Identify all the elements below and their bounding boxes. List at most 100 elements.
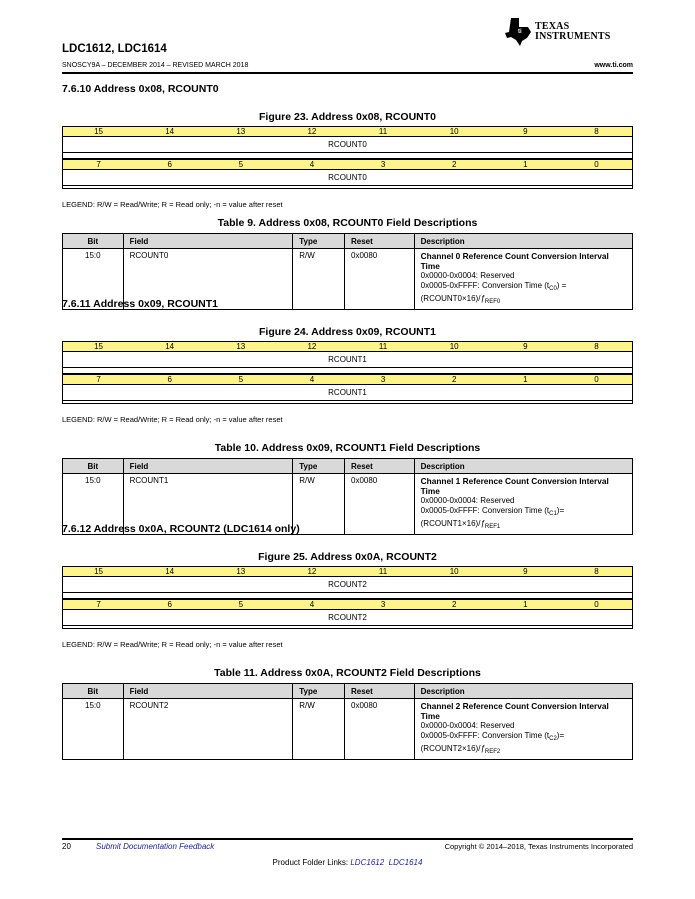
f-symbol: ƒ [480,294,485,303]
description-title: Channel 1 Reference Count Conversion Int… [420,476,609,496]
reset-cell: 0x0080 [344,698,415,760]
link-ldc1614[interactable]: LDC1614 [388,858,423,867]
f-subscript: REF0 [484,299,501,305]
bit-number: 12 [307,567,317,576]
links-label: Product Folder Links: [272,858,351,867]
column-header: Description [413,233,634,249]
description-conversion: 0x0005-0xFFFF: Conversion Time (tC0) = (… [421,281,626,307]
bit-number: 2 [451,160,457,169]
column-header: Reset [344,683,415,699]
conv-mid: ) = (RCOUNT0×16)/ [420,281,567,303]
bit-number: 9 [523,567,528,576]
table-header-row: Bit Field Type Reset Description [62,233,634,249]
ti-logo: ti Texas Instruments [505,16,635,50]
table-caption: Table 10. Address 0x09, RCOUNT1 Field De… [214,442,481,454]
register-field-name: RCOUNT0 [62,137,633,153]
description-reserved: 0x0000-0x0004: Reserved [420,271,515,280]
bit-number: 8 [594,567,599,576]
section-heading: 7.6.10 Address 0x08, RCOUNT0 [62,83,219,95]
bit-number: 10 [449,567,459,576]
figure-caption: Figure 24. Address 0x09, RCOUNT1 [258,326,436,338]
bit-number: 8 [594,127,599,136]
bit-number: 5 [238,600,244,609]
bit-number-row: 7 6 5 4 3 2 1 0 [62,599,633,610]
bit-number: 7 [96,160,101,169]
field-description-table: Bit Field Type Reset Description 15:0 RCOUNT1 R… [62,458,634,535]
texas-state-icon: ti [505,18,531,46]
column-header: Description [413,458,634,474]
row-separator [62,626,633,629]
t-subscript: C0 [549,286,557,292]
bit-number: 10 [449,342,459,351]
row-separator [62,401,633,404]
register-diagram: 15 14 13 12 11 10 9 8 RCOUNT0 7 6 5 4 3 2 1 0 RCOUNT0 [62,126,633,189]
bit-number: 13 [236,342,246,351]
column-header: Bit [62,458,124,474]
column-header: Type [292,233,345,249]
bit-number-row: 15 14 13 12 11 10 9 8 [62,566,633,577]
legend: LEGEND: R/W = Read/Write; R = Read only;… [62,415,283,424]
bit-number-row: 7 6 5 4 3 2 1 0 [62,159,633,170]
bit-number: 13 [236,567,246,576]
register-field-name: RCOUNT2 [62,610,633,626]
link-ldc1612[interactable]: LDC1612 [350,858,385,867]
bit-number: 4 [309,600,315,609]
column-header: Type [292,458,345,474]
bit-number: 15 [94,127,104,136]
bit-number: 1 [523,600,528,609]
bit-number: 14 [165,127,175,136]
register-field-name: RCOUNT2 [62,577,633,593]
conv-mid: )= (RCOUNT2×16)/ [420,731,565,753]
f-symbol: ƒ [480,519,485,528]
register-field-name: RCOUNT0 [62,170,633,186]
table-row: 15:0 RCOUNT1 R/W 0x0080 Channel 1 Reference … [62,473,634,535]
reset-cell: 0x0080 [344,248,415,310]
column-header: Field [122,233,294,249]
register-diagram: 15 14 13 12 11 10 9 8 RCOUNT1 7 6 5 4 3 2 1 0 RCOUNT1 [62,341,633,404]
column-header: Reset [344,458,415,474]
table-caption: Table 9. Address 0x08, RCOUNT0 Field Des… [217,217,478,229]
register-field-name: RCOUNT1 [62,352,633,368]
column-header: Field [122,683,294,699]
bit-number: 1 [523,375,528,384]
copyright: Copyright © 2014–2018, Texas Instruments… [444,842,633,851]
doc-title: LDC1612, LDC1614 [62,43,167,55]
description-conversion: 0x0005-0xFFFF: Conversion Time (tC2)= (R… [421,731,626,757]
bit-cell: 15:0 [62,248,124,310]
logo-text: Texas Instruments [535,21,611,42]
column-header: Bit [62,233,124,249]
field-description-table: Bit Field Type Reset Description 15:0 RCOUNT2 R… [62,683,634,760]
column-header: Field [122,458,294,474]
footer-rule [62,838,633,840]
svg-text:ti: ti [518,29,522,35]
bit-number: 12 [307,127,317,136]
legend: LEGEND: R/W = Read/Write; R = Read only;… [62,200,283,209]
bit-number: 13 [236,127,246,136]
feedback-link[interactable]: Submit Documentation Feedback [96,842,215,851]
bit-number: 6 [167,160,172,169]
bit-cell: 15:0 [62,698,124,760]
bit-number: 3 [380,375,386,384]
conv-pre: 0x0005-0xFFFF: Conversion Time (t [420,731,550,740]
bit-number: 4 [309,375,315,384]
row-separator [62,153,633,159]
conv-pre: 0x0005-0xFFFF: Conversion Time (t [420,281,550,290]
bit-number: 8 [594,342,599,351]
table-caption: Table 11. Address 0x0A, RCOUNT2 Field De… [214,667,481,679]
reset-cell: 0x0080 [344,473,415,535]
type-cell: R/W [292,473,345,535]
bit-number-row: 15 14 13 12 11 10 9 8 [62,126,633,137]
product-folder-links: Product Folder Links: LDC1612 LDC1614 [0,858,695,867]
bit-number: 9 [523,342,528,351]
row-separator [62,186,633,189]
bit-number: 11 [378,127,388,136]
section-heading: 7.6.12 Address 0x0A, RCOUNT2 (LDC1614 on… [62,523,300,535]
description-reserved: 0x0000-0x0004: Reserved [420,721,515,730]
website-link[interactable]: www.ti.com [594,62,633,69]
register-field-name: RCOUNT1 [62,385,633,401]
conv-mid: )= (RCOUNT1×16)/ [420,506,565,528]
field-cell: RCOUNT2 [122,698,294,760]
description-title: Channel 2 Reference Count Conversion Int… [420,701,609,721]
legend: LEGEND: R/W = Read/Write; R = Read only;… [62,640,283,649]
